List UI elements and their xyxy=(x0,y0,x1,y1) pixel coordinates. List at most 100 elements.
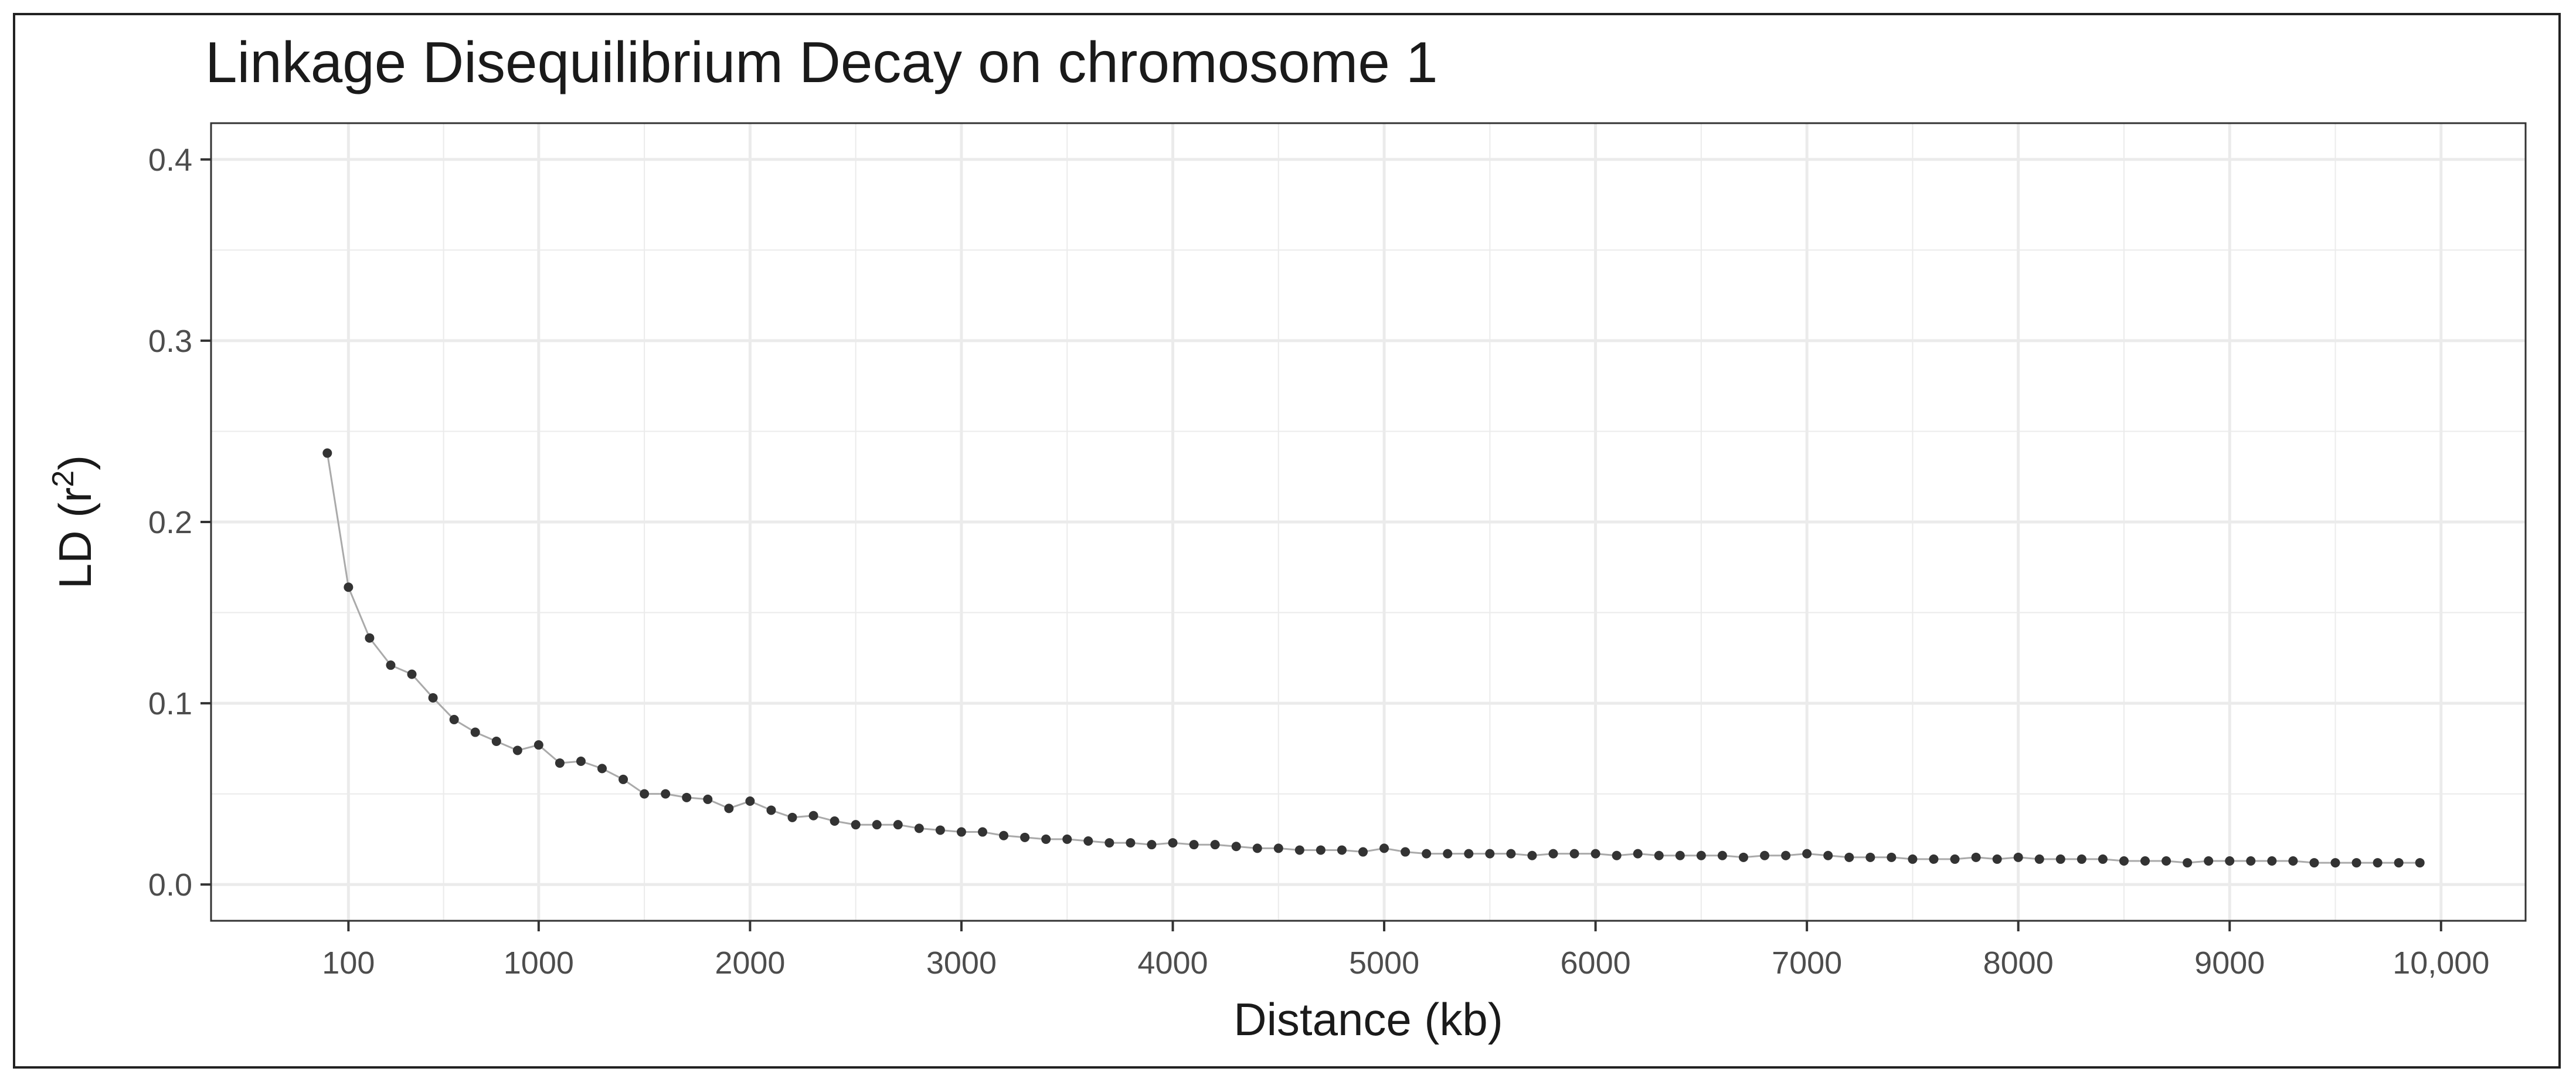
ld-point xyxy=(1992,854,2002,864)
ld-point xyxy=(640,789,650,799)
ld-point xyxy=(1337,845,1347,855)
ld-point xyxy=(1865,852,1875,862)
ld-point xyxy=(703,794,713,804)
ld-point xyxy=(618,774,628,784)
ld-point xyxy=(2055,854,2065,864)
ld-point xyxy=(1443,849,1453,859)
ld-point xyxy=(1548,849,1558,859)
ld-point xyxy=(1971,852,1981,862)
ld-point xyxy=(1908,854,1918,864)
ld-point xyxy=(1062,834,1072,844)
ld-point xyxy=(1485,849,1495,859)
chart-title: Linkage Disequilibrium Decay on chromoso… xyxy=(205,30,1438,94)
y-axis-label-main: LD (r xyxy=(49,487,101,589)
ld-point xyxy=(2162,856,2171,866)
x-axis: 100 1000 2000 3000 4000 5000 6000 7000 8000 9000 1… xyxy=(322,921,2489,981)
ld-point xyxy=(872,820,882,830)
ld-point xyxy=(428,693,438,703)
ld-point xyxy=(1612,850,1622,860)
ld-point xyxy=(1273,843,1283,853)
ld-point xyxy=(851,820,861,830)
ld-point xyxy=(491,737,501,746)
ld-point xyxy=(322,448,332,458)
ld-point xyxy=(1950,854,1960,864)
ld-point xyxy=(533,740,543,750)
ld-point xyxy=(2373,858,2383,868)
ld-point xyxy=(682,792,692,802)
ld-point xyxy=(787,812,797,822)
ld-point xyxy=(449,714,459,724)
ld-point xyxy=(2204,856,2214,866)
ld-point xyxy=(1802,849,1812,859)
ld-point xyxy=(1020,832,1030,842)
ld-point xyxy=(1527,850,1537,860)
ld-point xyxy=(1083,836,1093,846)
ld-point xyxy=(2267,856,2277,866)
ld-point xyxy=(893,820,903,830)
x-tick-label: 1000 xyxy=(504,945,574,981)
ld-point xyxy=(766,805,776,815)
ld-point xyxy=(1126,838,1136,848)
y-tick-label: 0.3 xyxy=(148,324,192,359)
ld-point xyxy=(2013,852,2023,862)
ld-point xyxy=(978,827,987,837)
ld-point xyxy=(1887,852,1897,862)
ld-point xyxy=(1464,849,1474,859)
ld-point xyxy=(597,764,607,774)
y-tick-label: 0.4 xyxy=(148,143,192,178)
ld-point xyxy=(2034,854,2044,864)
x-tick-label: 100 xyxy=(322,945,375,981)
ld-point xyxy=(1168,838,1178,848)
x-tick-label: 2000 xyxy=(715,945,785,981)
x-tick-label: 6000 xyxy=(1561,945,1631,981)
y-tick-label: 0.1 xyxy=(148,686,192,721)
x-tick-label: 7000 xyxy=(1772,945,1842,981)
ld-point xyxy=(1569,849,1579,859)
ld-point xyxy=(1422,849,1432,859)
ld-point xyxy=(1929,854,1939,864)
ld-line xyxy=(326,453,2420,864)
ld-point xyxy=(935,825,945,835)
ld-series xyxy=(322,448,2425,868)
ld-point xyxy=(1781,850,1791,860)
ld-point xyxy=(1633,849,1643,859)
y-axis-label-close: ) xyxy=(49,455,101,470)
x-tick-label: 9000 xyxy=(2194,945,2265,981)
ld-point xyxy=(2225,856,2235,866)
ld-point xyxy=(724,803,734,813)
ld-point xyxy=(365,633,375,643)
ld-point xyxy=(1760,850,1770,860)
ld-point xyxy=(344,582,354,592)
ld-point xyxy=(1738,852,1748,862)
ld-point xyxy=(2140,856,2150,866)
ld-point xyxy=(1654,850,1664,860)
ld-point xyxy=(1210,840,1220,850)
ld-point xyxy=(956,827,966,837)
ld-point xyxy=(1717,850,1727,860)
ld-point xyxy=(2183,858,2193,868)
ld-point xyxy=(1675,850,1685,860)
x-tick-label: 3000 xyxy=(926,945,997,981)
ld-point xyxy=(808,811,818,820)
ld-point xyxy=(1379,843,1389,853)
ld-point xyxy=(2394,858,2404,868)
ld-point xyxy=(1823,850,1833,860)
ld-point xyxy=(2309,858,2319,868)
ld-point xyxy=(830,816,840,826)
ld-point xyxy=(2077,854,2086,864)
ld-point xyxy=(661,789,671,799)
ld-point xyxy=(555,758,565,768)
ld-point xyxy=(2098,854,2108,864)
ld-point xyxy=(2119,856,2129,866)
y-axis-label: LD (r2) xyxy=(46,455,101,589)
ld-point xyxy=(1591,849,1600,859)
ld-point xyxy=(1316,845,1326,855)
ld-point xyxy=(999,830,1009,840)
ld-point xyxy=(2288,856,2298,866)
ld-point xyxy=(1844,852,1854,862)
y-axis-label-group: LD (r2) xyxy=(46,455,101,589)
ld-point xyxy=(1189,840,1199,850)
y-tick-label: 0.2 xyxy=(148,505,192,540)
ld-point xyxy=(1696,850,1706,860)
